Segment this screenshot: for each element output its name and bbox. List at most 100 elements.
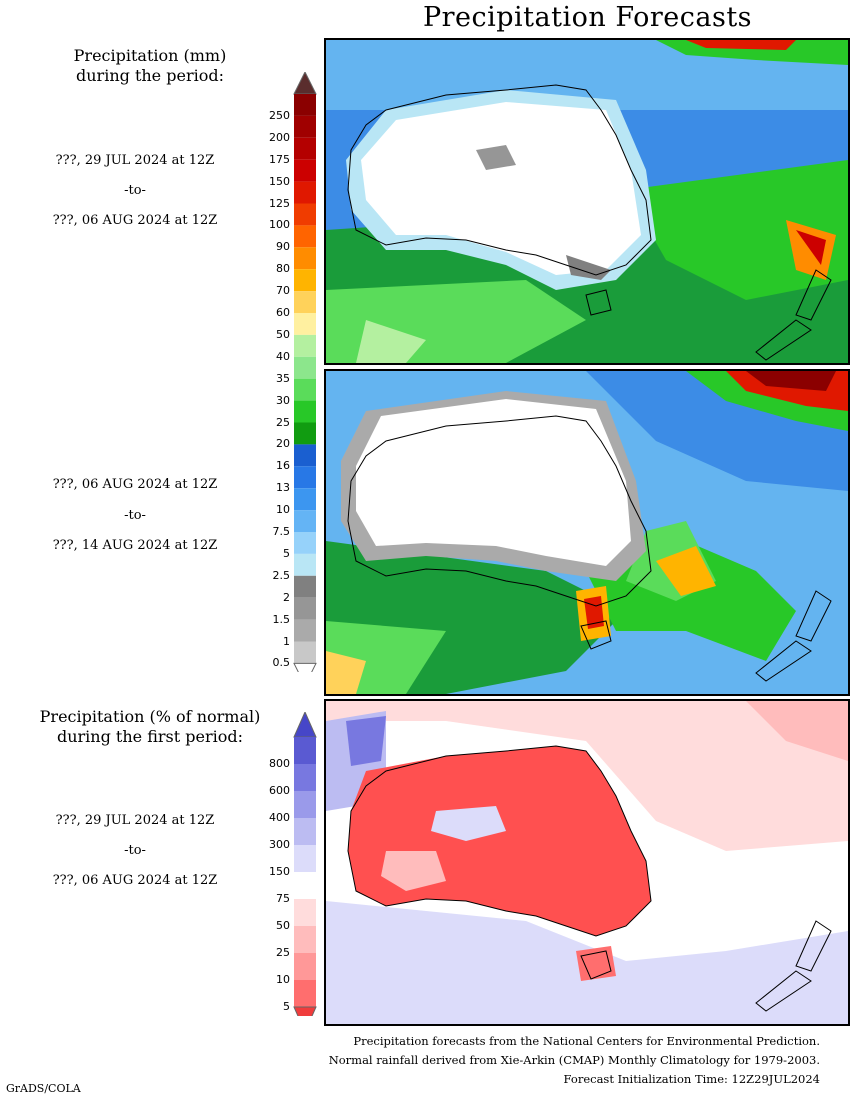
precip-colorbar-label: 20 bbox=[276, 437, 290, 451]
precip-colorbar-swatch bbox=[294, 466, 316, 489]
precip-colorbar-bottom-arrow bbox=[293, 662, 317, 672]
precip-colorbar-swatch bbox=[294, 553, 316, 576]
precip-colorbar-swatch bbox=[294, 488, 316, 511]
precip-colorbar-swatch bbox=[294, 291, 316, 313]
precip-colorbar-top-arrow bbox=[293, 72, 317, 95]
precip-colorbar-label: 1 bbox=[283, 634, 290, 648]
pct-colorbar-swatch bbox=[294, 764, 316, 791]
precip-colorbar-swatch bbox=[294, 334, 316, 357]
precip-colorbar-swatch bbox=[294, 532, 316, 554]
precip-colorbar-swatch bbox=[294, 575, 316, 598]
precip-colorbar-label: 7.5 bbox=[272, 525, 291, 538]
period-1-end: ???, 06 AUG 2024 at 12Z bbox=[52, 213, 218, 228]
precip-colorbar-swatch bbox=[294, 422, 316, 445]
precip-colorbar-label: 2 bbox=[283, 590, 290, 604]
pct-colorbar-swatch bbox=[294, 737, 316, 764]
footer-line1: Precipitation forecasts from the Nationa… bbox=[353, 1034, 820, 1048]
precip-colorbar-swatch bbox=[294, 94, 316, 116]
pct-colorbar-label: 75 bbox=[276, 892, 290, 905]
precip-colorbar-swatch bbox=[294, 247, 316, 270]
pct-colorbar-label: 800 bbox=[269, 757, 290, 770]
precip-colorbar-swatch bbox=[294, 313, 316, 335]
precip-colorbar-swatch bbox=[294, 444, 316, 467]
pct-colorbar-swatch bbox=[294, 899, 316, 926]
pct-colorbar-swatch bbox=[294, 953, 316, 980]
footer-line2: Normal rainfall derived from Xie-Arkin (… bbox=[328, 1053, 820, 1067]
pct-colorbar-swatch bbox=[294, 845, 316, 872]
precip-colorbar-swatch bbox=[294, 641, 316, 664]
pct-colorbar-label: 10 bbox=[276, 973, 290, 986]
precip-colorbar-label: 60 bbox=[276, 306, 290, 319]
pct-colorbar-label: 300 bbox=[269, 838, 290, 851]
footer-notes: Precipitation forecasts from the Nationa… bbox=[329, 1032, 820, 1089]
percent-normal-map bbox=[324, 699, 850, 1026]
pct-colorbar-label: 150 bbox=[269, 865, 290, 878]
pct-colorbar-label: 400 bbox=[269, 811, 290, 824]
period-1-sep: -to- bbox=[124, 183, 146, 198]
period-2-sep: -to- bbox=[124, 508, 146, 523]
precip-colorbar-label: 125 bbox=[269, 196, 290, 210]
precip-colorbar-label: 13 bbox=[276, 481, 290, 495]
mm-heading-line2: during the period: bbox=[76, 66, 224, 85]
precip-colorbar-label: 50 bbox=[276, 327, 290, 341]
precip-colorbar-swatch bbox=[294, 203, 316, 226]
precip-colorbar-label: 200 bbox=[269, 130, 290, 144]
mm-heading: Precipitation (mm) during the period: bbox=[20, 46, 280, 86]
precip-colorbar-label: 150 bbox=[269, 174, 290, 188]
precip-colorbar-swatch bbox=[294, 400, 316, 423]
period-3-start: ???, 29 JUL 2024 at 12Z bbox=[55, 813, 215, 828]
page-title: Precipitation Forecasts bbox=[422, 2, 753, 33]
pct-colorbar-label: 600 bbox=[269, 784, 290, 797]
precip-colorbar-label: 30 bbox=[276, 393, 290, 407]
footer-line3: Forecast Initialization Time: 12Z29JUL20… bbox=[563, 1072, 820, 1086]
precip-colorbar-label: 35 bbox=[276, 371, 290, 385]
pct-colorbar-swatch bbox=[294, 791, 316, 818]
precip-colorbar-swatch bbox=[294, 510, 316, 532]
precip-colorbar-label: 175 bbox=[269, 152, 290, 166]
precip-colorbar bbox=[293, 72, 317, 672]
pct-heading-line2: during the first period: bbox=[56, 727, 244, 746]
period-1-start: ???, 29 JUL 2024 at 12Z bbox=[55, 153, 215, 168]
pct-heading: Precipitation (% of normal) during the f… bbox=[20, 707, 280, 747]
period-3-end: ???, 06 AUG 2024 at 12Z bbox=[52, 873, 218, 888]
precip-colorbar-swatch bbox=[294, 159, 316, 182]
precip-colorbar-swatch bbox=[294, 225, 316, 248]
pct-colorbar-bottom-arrow bbox=[293, 1006, 317, 1016]
precip-colorbar-label: 100 bbox=[269, 218, 290, 232]
pct-heading-line1: Precipitation (% of normal) bbox=[39, 707, 261, 726]
precip-colorbar-label: 10 bbox=[276, 503, 290, 517]
forecast-map-period-2 bbox=[324, 369, 850, 696]
precip-colorbar-label: 80 bbox=[276, 262, 290, 276]
period-3-sep: -to- bbox=[124, 843, 146, 858]
pct-colorbar bbox=[293, 712, 317, 1016]
precip-colorbar-label: 25 bbox=[276, 415, 290, 429]
precip-colorbar-label: 250 bbox=[269, 108, 290, 122]
precip-colorbar-swatch bbox=[294, 619, 316, 642]
precip-colorbar-label: 5 bbox=[283, 546, 290, 560]
precip-colorbar-swatch bbox=[294, 269, 316, 292]
precip-colorbar-label: 16 bbox=[276, 459, 290, 473]
pct-colorbar-swatch bbox=[294, 818, 316, 845]
pct-colorbar-label: 50 bbox=[276, 919, 290, 932]
precip-colorbar-label: 1.5 bbox=[272, 612, 291, 626]
precip-colorbar-swatch bbox=[294, 115, 316, 138]
precip-colorbar-label: 70 bbox=[276, 284, 290, 298]
precip-colorbar-label: 0.5 bbox=[272, 656, 291, 670]
pct-colorbar-swatch bbox=[294, 926, 316, 953]
pct-colorbar-swatch bbox=[294, 980, 316, 1007]
pct-colorbar-label: 25 bbox=[276, 946, 290, 959]
precip-colorbar-label: 2.5 bbox=[272, 568, 291, 582]
period-2-end: ???, 14 AUG 2024 at 12Z bbox=[52, 538, 218, 553]
grads-credit: GrADS/COLA bbox=[6, 1082, 81, 1095]
precip-colorbar-swatch bbox=[294, 356, 316, 379]
precip-colorbar-swatch bbox=[294, 378, 316, 401]
forecast-map-period-1 bbox=[324, 38, 850, 365]
mm-heading-line1: Precipitation (mm) bbox=[73, 46, 227, 65]
pct-colorbar-swatch bbox=[294, 872, 316, 899]
precip-colorbar-swatch bbox=[294, 181, 316, 204]
precip-colorbar-swatch bbox=[294, 137, 316, 160]
pct-colorbar-top-arrow bbox=[293, 712, 317, 738]
pct-colorbar-label: 5 bbox=[283, 1000, 290, 1013]
precip-colorbar-swatch bbox=[294, 597, 316, 620]
precip-colorbar-label: 40 bbox=[276, 349, 290, 363]
